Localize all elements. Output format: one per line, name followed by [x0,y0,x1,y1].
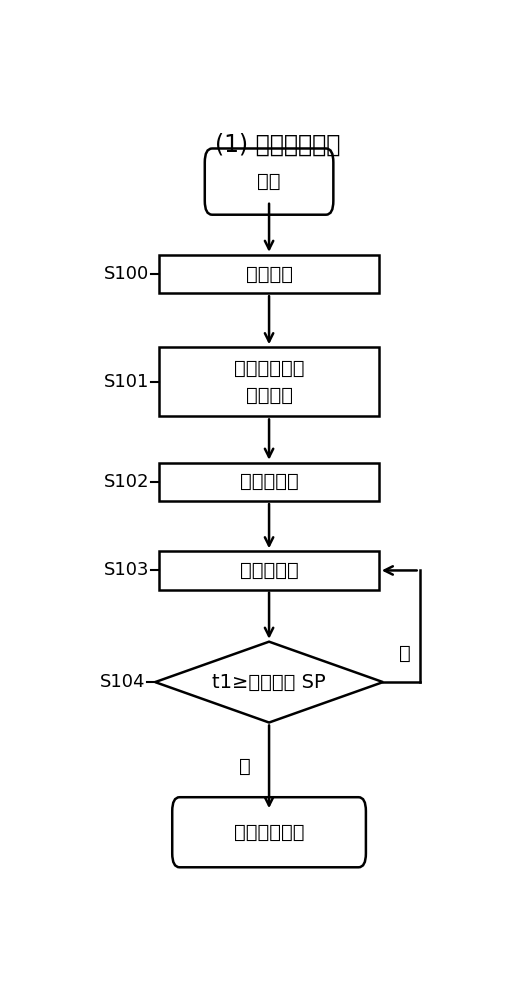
FancyBboxPatch shape [205,148,333,215]
Text: 初始设定: 初始设定 [246,264,292,284]
Text: 否: 否 [400,644,411,663]
Text: S101: S101 [103,373,149,391]
Text: S100: S100 [104,265,149,283]
Text: S104: S104 [99,673,145,691]
Text: (1) 预备加热步骤: (1) 预备加热步骤 [215,133,340,157]
Bar [159,551,379,590]
Bar [159,463,379,501]
Bar [159,255,379,293]
Text: 是: 是 [239,757,250,776]
Text: S102: S102 [103,473,149,491]
Text: 启动送风机: 启动送风机 [240,472,298,491]
Text: 燃烧器点火: 燃烧器点火 [240,561,298,580]
Polygon shape [155,642,383,723]
Bar [159,347,379,416]
Text: t1≥预热完成 SP: t1≥预热完成 SP [212,673,326,692]
Text: 启动供气排气
切换运转: 启动供气排气 切换运转 [234,359,304,405]
Text: 预热步骤完成: 预热步骤完成 [234,823,304,842]
Text: S103: S103 [103,561,149,579]
FancyBboxPatch shape [172,797,366,867]
Text: 开始: 开始 [257,172,281,191]
